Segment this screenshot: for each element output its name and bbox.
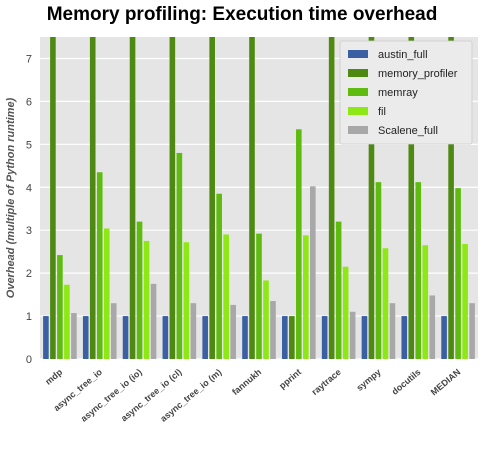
bar-scalene-full — [190, 303, 197, 359]
bar-fil — [303, 235, 309, 359]
bar-memory-profiler — [249, 37, 255, 359]
x-tick-label: fannukh — [230, 367, 263, 397]
legend-label: fil — [378, 106, 386, 118]
bar-memray — [375, 182, 382, 359]
bar-memory-profiler — [50, 37, 56, 359]
x-tick-label: docutils — [390, 367, 423, 397]
bar-scalene-full — [71, 313, 77, 359]
bar-memray — [455, 188, 461, 359]
bar-memory-profiler — [408, 37, 415, 359]
bar-austin-full — [43, 316, 49, 359]
bar-fil — [382, 248, 389, 359]
bar-fil — [103, 228, 110, 359]
chart-title: Memory profiling: Execution time overhea… — [46, 4, 438, 25]
legend-swatch — [348, 88, 368, 96]
bar-memory-profiler — [368, 37, 375, 359]
bar-memory-profiler — [129, 37, 136, 359]
legend-swatch — [348, 126, 368, 134]
bar-austin-full — [401, 316, 408, 359]
y-tick-label: 7 — [26, 53, 32, 65]
bar-austin-full — [321, 316, 328, 359]
bar-memory-profiler — [328, 37, 335, 359]
bar-fil — [263, 280, 269, 359]
bar-austin-full — [441, 316, 447, 359]
y-tick-label: 6 — [26, 96, 32, 108]
bar-memory-profiler — [209, 37, 215, 359]
bar-scalene-full — [429, 295, 436, 359]
legend-swatch — [348, 50, 368, 58]
x-tick-label: mdp — [43, 367, 64, 387]
bar-austin-full — [122, 316, 129, 359]
bar-scalene-full — [150, 283, 157, 359]
x-tick-label: sympy — [354, 367, 382, 393]
bar-scalene-full — [349, 311, 356, 359]
bar-fil — [143, 240, 150, 359]
y-tick-label: 2 — [26, 268, 32, 280]
legend-label: memory_profiler — [378, 68, 458, 80]
bar-scalene-full — [230, 304, 236, 359]
y-axis-label: Overhead (multiple of Python runtime) — [5, 97, 17, 298]
bar-memray — [256, 233, 262, 359]
bar-austin-full — [202, 316, 208, 359]
bar-scalene-full — [310, 186, 316, 359]
bar-memory-profiler — [448, 37, 454, 359]
bar-austin-full — [162, 316, 169, 359]
legend-swatch — [348, 107, 368, 115]
y-axis-ticks: 0 1 2 3 4 5 6 7 — [26, 53, 32, 366]
y-tick-label: 3 — [26, 225, 32, 237]
bar-fil — [422, 245, 429, 359]
bar-austin-full — [361, 316, 368, 359]
bar-austin-full — [242, 316, 248, 359]
y-tick-label: 0 — [26, 354, 32, 366]
x-tick-label: MEDIAN — [429, 367, 463, 397]
bar-scalene-full — [469, 303, 475, 359]
y-tick-label: 1 — [26, 311, 32, 323]
legend-swatch — [348, 69, 368, 77]
legend-label: memray — [378, 87, 418, 99]
bar-memray — [335, 221, 342, 359]
bar-memray — [136, 221, 143, 359]
bar-memory-profiler — [169, 37, 176, 359]
bar-fil — [183, 242, 190, 359]
bar-memray — [296, 129, 302, 359]
legend-label: austin_full — [378, 49, 428, 61]
bar-scalene-full — [270, 301, 276, 359]
bar-memray — [57, 255, 63, 359]
bar-fil — [342, 266, 349, 359]
bar-scalene-full — [389, 303, 396, 359]
bars — [43, 37, 475, 359]
x-tick-label: pprint — [277, 367, 303, 391]
bar-memray — [96, 172, 103, 359]
bar-austin-full — [282, 316, 288, 359]
y-tick-label: 4 — [26, 182, 32, 194]
legend-label: Scalene_full — [378, 125, 438, 137]
bar-fil — [223, 234, 229, 359]
bar-memory-profiler — [89, 37, 96, 359]
bar-memray — [176, 152, 183, 359]
bar-memray — [216, 193, 222, 359]
bar-memory-profiler — [289, 316, 295, 359]
legend-box — [339, 40, 473, 145]
bar-fil — [462, 243, 468, 359]
x-tick-label: raytrace — [310, 367, 343, 397]
bar-memray — [415, 182, 422, 359]
y-tick-label: 5 — [26, 139, 32, 151]
bar-scalene-full — [110, 303, 117, 359]
bar-austin-full — [82, 316, 89, 359]
bar-fil — [64, 284, 70, 359]
